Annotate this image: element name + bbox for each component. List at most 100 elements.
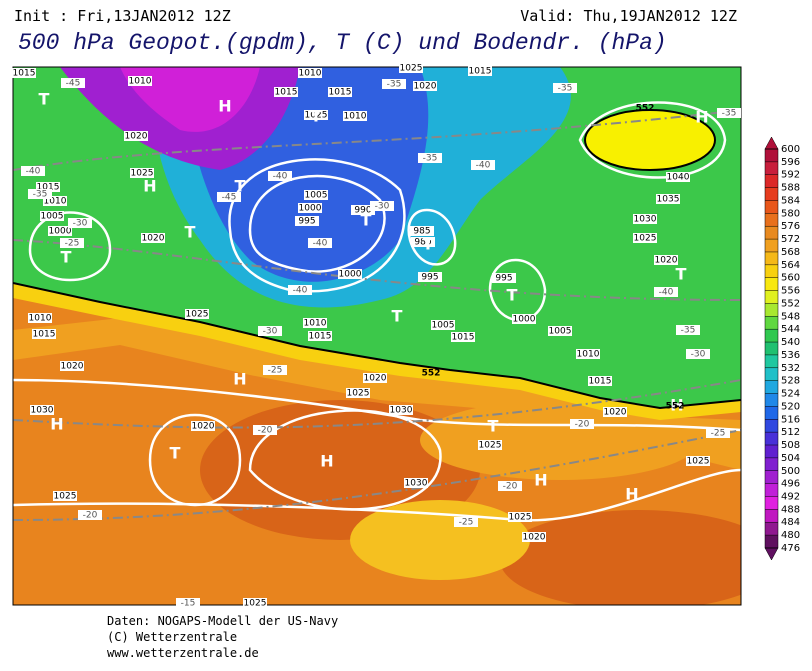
isobar-label: 1000	[49, 227, 72, 237]
colorbar-tick-label: 492	[781, 491, 800, 502]
isobar-label-box	[185, 309, 209, 319]
colorbar-band	[765, 239, 778, 253]
colorbar-tick-label: 556	[781, 286, 800, 297]
temperature-label-box	[268, 171, 292, 181]
isobar-label-box	[303, 318, 327, 328]
temperature-label-box	[382, 79, 406, 89]
isobar-label-box	[32, 329, 56, 339]
colorbar-band	[765, 329, 778, 343]
temperature-label-box	[454, 517, 478, 527]
isobar-label-box	[60, 361, 84, 371]
isobar-label: 1015	[452, 333, 475, 343]
isobar-label: 1000	[513, 315, 536, 325]
isobar-label: 1000	[339, 270, 362, 280]
contour-label: 552	[422, 369, 441, 379]
isobar-label: 1010	[344, 112, 367, 122]
temperature-label-box	[471, 160, 495, 170]
colorbar-tick-label: 584	[781, 195, 800, 206]
isobar-label-box	[633, 233, 657, 243]
isobar-label-box	[478, 440, 502, 450]
isobar-label: 980	[414, 238, 431, 248]
colorbar-tick-label: 532	[781, 363, 800, 374]
colorbar-tick-label: 576	[781, 221, 800, 232]
temperature-label-box	[706, 428, 730, 438]
isobar-label-box	[389, 405, 413, 415]
isobar-label-box	[346, 388, 370, 398]
temperature-label-box	[686, 349, 710, 359]
temperature-label-box	[570, 419, 594, 429]
isobar-label: 1020	[142, 234, 165, 244]
pressure-center: H	[320, 452, 333, 471]
isobar-label: 1005	[41, 212, 64, 222]
isobar-label: 1025	[305, 111, 328, 121]
colorbar-band	[765, 316, 778, 330]
isobar-label: 1020	[125, 132, 148, 142]
temperature-label-box	[553, 83, 577, 93]
pressure-center: H	[670, 396, 683, 415]
isobar-label-box	[36, 182, 60, 192]
isobar-label: 1020	[523, 533, 546, 543]
isobar-label-box	[686, 456, 710, 466]
isobar-label: 1025	[131, 169, 154, 179]
colorbar-top-cap	[764, 136, 779, 150]
temperature-label-box	[288, 285, 312, 295]
temperature-label-box	[676, 325, 700, 335]
isobar-label-box	[28, 313, 52, 323]
isobar-label: 1025	[54, 492, 77, 502]
pressure-center: H	[50, 415, 63, 434]
isobar-label: 1020	[655, 256, 678, 266]
pressure-center: T	[507, 286, 518, 305]
pressure-center: T	[170, 444, 181, 463]
init-time: Init : Fri,13JAN2012 12Z	[14, 7, 231, 25]
isobar-label: 1015	[469, 67, 492, 77]
isobar-label: 1025	[400, 64, 423, 74]
colorbar-tick-label: 476	[781, 543, 800, 554]
isobar-label: 1020	[192, 422, 215, 432]
isobar-label: 1020	[61, 362, 84, 372]
pressure-center: H	[695, 108, 708, 127]
isobar-label-box	[633, 214, 657, 224]
isobar-label: 1025	[186, 310, 209, 320]
pressure-center: T	[311, 107, 322, 126]
isobar-label-box	[12, 68, 36, 78]
isobar-label-box	[508, 512, 532, 522]
colorbar-band	[765, 367, 778, 382]
isobar-label: 1020	[604, 408, 627, 418]
isobar-label-box	[343, 111, 367, 121]
pressure-center: T	[423, 235, 434, 254]
temperature-label: -40	[476, 161, 491, 171]
colorbar-band	[765, 380, 778, 395]
isobar-label: 995	[495, 274, 512, 284]
temperature-label: -45	[222, 193, 237, 203]
temperature-label-box	[253, 425, 277, 435]
colorbar-tick-label: 572	[781, 234, 800, 245]
temperature-label: -20	[503, 482, 518, 492]
colorbar-tick-label: 508	[781, 440, 800, 451]
colorbar-band	[765, 354, 778, 369]
isobar-label-box	[411, 237, 435, 247]
isobar-label-box	[451, 332, 475, 342]
temperature-label: -25	[711, 429, 726, 439]
isobar-label-box	[363, 373, 387, 383]
isobar-label-box	[298, 68, 322, 78]
valid-time: Valid: Thu,19JAN2012 12Z	[520, 7, 737, 25]
isobar-label: 1005	[549, 327, 572, 337]
colorbar-tick-label: 560	[781, 273, 800, 284]
colorbar-tick-label: 504	[781, 453, 800, 464]
isobar-label-box	[666, 172, 690, 182]
temperature-label: -35	[33, 190, 48, 200]
pressure-center: T	[488, 417, 499, 436]
colorbar-band	[765, 445, 778, 459]
contour-label: 552	[666, 402, 685, 412]
temperature-label-box	[498, 481, 522, 491]
pressure-center: H	[143, 177, 156, 196]
copyright: (C) Wetterzentrale	[107, 630, 237, 644]
temperature-label-box	[263, 365, 287, 375]
isobar-label: 1010	[129, 77, 152, 87]
isobar-label: 1010	[299, 69, 322, 79]
pressure-center: H	[534, 471, 547, 490]
isobar-label-box	[418, 272, 442, 282]
temperature-label: -35	[722, 109, 737, 119]
